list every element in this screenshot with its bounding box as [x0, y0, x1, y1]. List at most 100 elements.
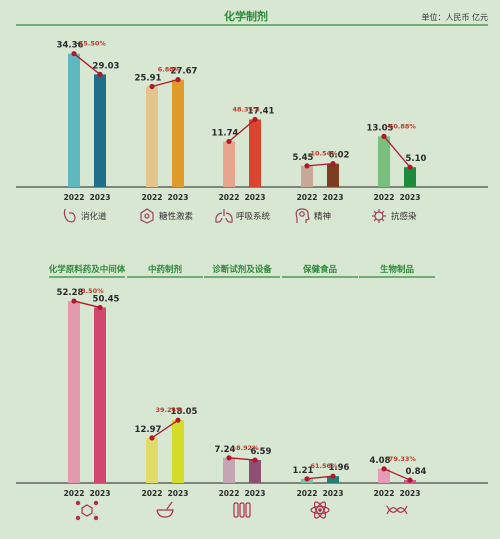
bar-2022 [146, 437, 158, 483]
category-heading: 中药制剂 [148, 264, 182, 275]
change-label: 6.80% [158, 66, 181, 74]
trend-point [226, 455, 232, 461]
year-label: 2022 [219, 193, 240, 202]
year-label: 2022 [374, 193, 395, 202]
bar-2023 [249, 119, 261, 187]
year-label: 2023 [323, 489, 344, 498]
group-top-4: 13.05 2022 5.10 2023 -60.88% 抗感染 [367, 122, 427, 223]
bar-2022 [68, 53, 80, 188]
group-bottom-3: 1.21 2022 1.96 2023 61.56% 保健食品 [282, 264, 358, 519]
value-label: 17.41 [248, 106, 275, 116]
year-label: 2023 [168, 193, 189, 202]
bottom-chart-other-segments: 52.28 2022 50.45 2023 -3.50% 化学原料药及中间体 12.97 20… [16, 264, 488, 521]
trend-line [151, 79, 179, 88]
category-heading: 化学原料药及中间体 [49, 264, 126, 275]
category-heading: 生物制品 [380, 264, 415, 275]
category-heading: 诊断试剂及设备 [212, 264, 272, 275]
value-label: 5.45 [293, 153, 314, 163]
group-bottom-1: 12.97 2022 18.05 2023 39.24% 中药制剂 [127, 264, 203, 518]
value-label: 13.05 [367, 123, 394, 133]
year-label: 2023 [245, 193, 266, 202]
bar-2023 [327, 476, 339, 483]
trend-point [149, 83, 155, 90]
trend-line [73, 300, 101, 309]
year-label: 2022 [64, 489, 85, 498]
change-label: 39.24% [155, 406, 183, 414]
value-label: 11.74 [212, 128, 239, 138]
group-top-1: 25.91 2022 27.67 2023 6.80% 糖性激素 [135, 66, 198, 224]
group-top-0: 34.36 2022 29.03 2023 -15.50% 消化道 [57, 40, 120, 223]
value-label: 6.59 [251, 447, 272, 457]
molecule-icon [140, 208, 154, 224]
trend-point [407, 164, 413, 170]
bar-2022 [223, 141, 235, 187]
bar-2022 [378, 136, 390, 187]
trend-line [383, 135, 411, 168]
year-label: 2022 [219, 489, 240, 498]
category-label: 抗感染 [391, 211, 417, 222]
year-label: 2023 [90, 193, 111, 202]
trend-line [306, 475, 334, 480]
trend-point [149, 435, 155, 441]
year-label: 2022 [64, 193, 85, 202]
bar-2022 [223, 457, 235, 483]
value-label: 34.36 [57, 41, 84, 51]
year-label: 2023 [400, 489, 421, 498]
category-label: 呼吸系统 [236, 211, 271, 222]
trend-point [71, 298, 77, 304]
bar-2023 [94, 74, 106, 187]
value-label: 0.84 [406, 467, 427, 477]
trend-line [306, 162, 334, 167]
trend-point [330, 161, 336, 167]
trend-point [252, 116, 258, 123]
bar-2022 [146, 86, 158, 187]
category-label: 糖性激素 [159, 211, 194, 222]
value-label: 7.24 [215, 445, 236, 455]
bar-2023 [172, 79, 184, 187]
stomach-icon [63, 208, 76, 223]
value-label: 18.05 [171, 407, 198, 417]
category-heading: 保健食品 [302, 264, 338, 275]
value-label: 50.45 [93, 294, 120, 304]
trend-point [381, 466, 387, 472]
group-top-3: 5.45 2022 6.02 2023 10.54% 精神 [293, 150, 350, 223]
value-label: 5.10 [406, 154, 427, 164]
dna-icon [386, 505, 408, 515]
year-label: 2022 [297, 489, 318, 498]
trend-point [71, 51, 77, 57]
trend-point [252, 457, 258, 463]
bar-2022 [301, 165, 313, 187]
group-bottom-4: 4.08 2022 0.84 2023 -79.33% 生物制品 [359, 264, 435, 515]
test-tubes-icon [233, 502, 251, 518]
value-label: 1.96 [329, 463, 350, 473]
bar-2023 [172, 420, 184, 483]
bar-2023 [404, 167, 416, 187]
value-label: 6.02 [329, 151, 350, 161]
unit-label: 单位：人民币 亿元 [421, 12, 488, 22]
trend-point [304, 476, 310, 482]
atom-icon [310, 501, 330, 519]
trend-line [228, 457, 256, 461]
year-label: 2022 [374, 489, 395, 498]
value-label: 25.91 [135, 73, 162, 83]
value-label: 29.03 [93, 61, 120, 71]
year-label: 2023 [323, 193, 344, 202]
trend-line [383, 468, 411, 481]
trend-line [73, 53, 101, 75]
trend-point [407, 477, 413, 483]
year-label: 2022 [142, 489, 163, 498]
category-label: 精神 [314, 211, 331, 222]
group-top-2: 11.74 2022 17.41 2023 48.35% 呼吸系统 [212, 105, 275, 223]
year-label: 2022 [297, 193, 318, 202]
trend-point [175, 77, 181, 83]
value-label: 1.21 [293, 466, 314, 476]
head-brain-icon [295, 208, 310, 223]
trend-point [97, 304, 103, 311]
category-label: 消化道 [81, 211, 107, 222]
trend-line [151, 419, 179, 439]
change-label: -79.33% [386, 455, 416, 463]
trend-point [226, 138, 232, 145]
change-label: 48.35% [232, 105, 260, 113]
value-label: 4.08 [370, 456, 391, 466]
